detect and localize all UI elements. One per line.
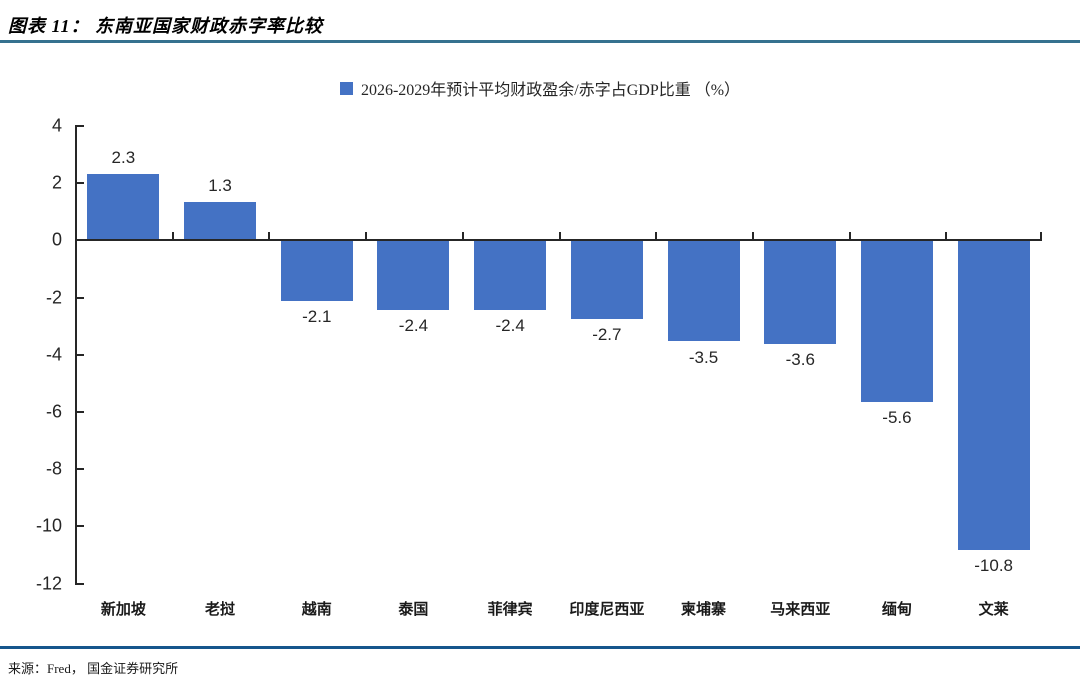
y-axis-tick bbox=[77, 468, 84, 471]
x-axis-category-label: 老挝 bbox=[205, 602, 236, 618]
source-note: 来源：Fred， 国金证券研究所 bbox=[8, 661, 179, 676]
x-axis-tick bbox=[751, 232, 754, 240]
bar-value-label: -3.6 bbox=[785, 350, 815, 370]
bar-value-label: -10.8 bbox=[974, 556, 1014, 576]
y-axis-tick-label: 0 bbox=[51, 229, 62, 250]
x-axis-tick bbox=[461, 232, 464, 240]
bar bbox=[474, 241, 547, 311]
y-axis-tick bbox=[77, 353, 84, 356]
bar-value-label: 1.3 bbox=[208, 176, 232, 196]
bar-value-label: 2.3 bbox=[111, 147, 136, 167]
y-axis-line bbox=[75, 125, 77, 585]
bar-value-label: -2.4 bbox=[398, 316, 429, 336]
x-axis-tick bbox=[268, 232, 271, 240]
y-axis-tick-label: 4 bbox=[51, 115, 62, 136]
x-axis-tick bbox=[1040, 232, 1042, 240]
y-axis-tick bbox=[77, 582, 84, 585]
y-axis-tick-label: -8 bbox=[45, 458, 62, 479]
bar bbox=[860, 241, 933, 402]
bar-value-label: -5.6 bbox=[882, 407, 912, 427]
y-axis-tick bbox=[77, 525, 84, 528]
footer-divider bbox=[0, 646, 1080, 649]
bar-value-label: -2.7 bbox=[592, 324, 622, 344]
x-axis-tick bbox=[655, 232, 658, 240]
y-axis-tick-label: -4 bbox=[45, 344, 62, 365]
bar bbox=[87, 173, 160, 240]
y-axis-tick bbox=[77, 125, 84, 127]
legend-label: 2026-2029年预计平均财政盈余/赤字占GDP比重 （%） bbox=[360, 82, 741, 99]
bar bbox=[570, 241, 643, 319]
x-axis-tick bbox=[365, 232, 368, 240]
bar bbox=[667, 241, 740, 342]
bar bbox=[377, 241, 450, 311]
x-axis-tick bbox=[75, 232, 77, 240]
legend-marker-square bbox=[339, 81, 353, 95]
x-axis-category-label: 马来西亚 bbox=[770, 602, 831, 618]
bar bbox=[957, 241, 1030, 551]
x-axis-tick bbox=[558, 232, 561, 240]
x-axis-category-label: 柬埔寨 bbox=[681, 602, 727, 618]
x-axis-zero-line bbox=[75, 239, 1042, 242]
figure-title: 图表 11： 东南亚国家财政赤字率比较 bbox=[8, 16, 324, 36]
x-axis-category-label: 泰国 bbox=[398, 602, 429, 618]
bar-value-label: -2.4 bbox=[495, 316, 525, 336]
bar bbox=[280, 241, 353, 302]
y-axis-tick-label: -6 bbox=[45, 401, 62, 422]
y-axis-tick bbox=[77, 182, 84, 185]
x-axis-category-label: 越南 bbox=[301, 602, 332, 618]
bar bbox=[184, 202, 257, 240]
x-axis-category-label: 新加坡 bbox=[100, 602, 146, 618]
x-axis-category-label: 文莱 bbox=[978, 602, 1009, 618]
title-divider bbox=[0, 40, 1080, 43]
x-axis-tick bbox=[848, 232, 851, 240]
chart-legend: 2026-2029年预计平均财政盈余/赤字占GDP比重 （%） bbox=[0, 76, 1080, 100]
bar-value-label: -3.5 bbox=[688, 347, 719, 367]
y-axis-tick-label: -2 bbox=[45, 287, 62, 308]
x-axis-tick bbox=[945, 232, 948, 240]
y-axis-tick-label: 2 bbox=[51, 172, 62, 193]
x-axis-category-label: 菲律宾 bbox=[487, 602, 533, 618]
y-axis-tick bbox=[77, 411, 84, 413]
x-axis-category-label: 印度尼西亚 bbox=[569, 602, 645, 618]
x-axis-category-label: 缅甸 bbox=[881, 602, 912, 618]
x-axis-tick bbox=[171, 232, 174, 240]
y-axis-tick-label: -10 bbox=[35, 515, 62, 536]
y-axis-tick bbox=[77, 296, 84, 299]
y-axis-tick-label: -12 bbox=[35, 573, 62, 594]
bar bbox=[764, 241, 837, 345]
bar-value-label: -2.1 bbox=[302, 307, 332, 327]
